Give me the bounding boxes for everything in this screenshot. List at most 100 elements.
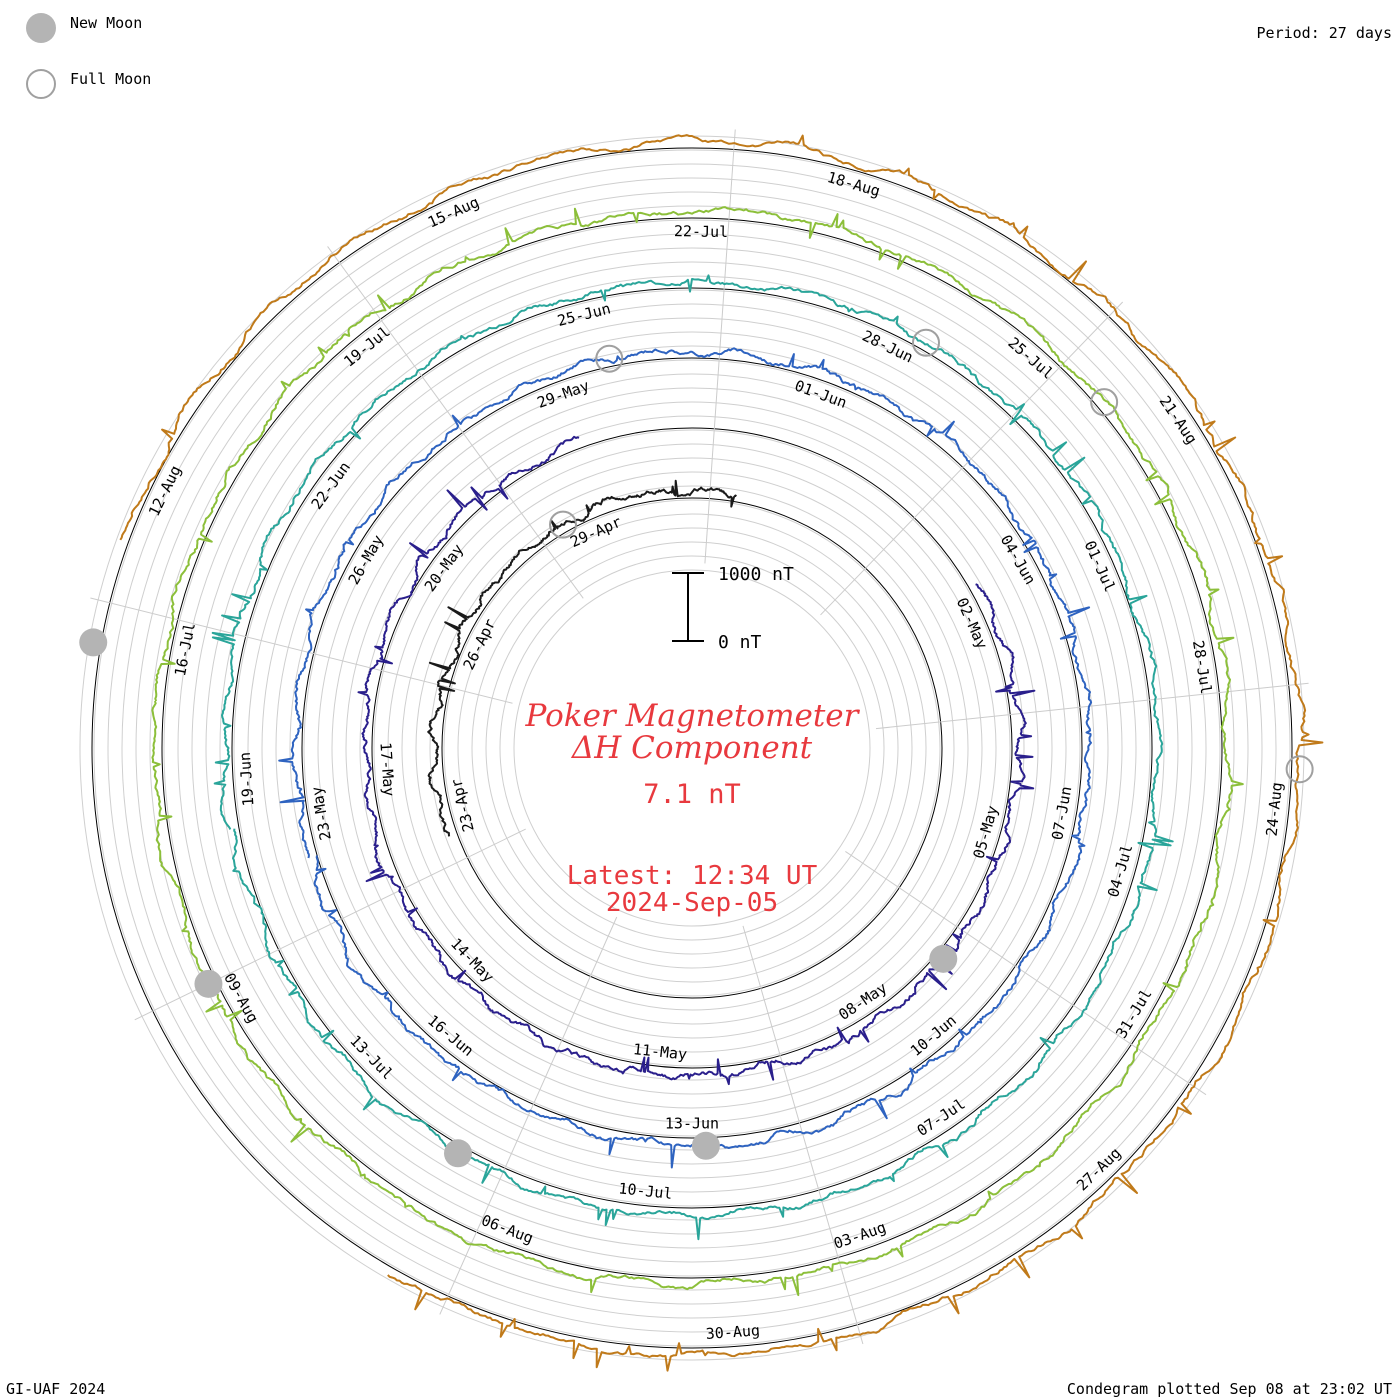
latest-time: Latest: 12:34 UT: [567, 861, 818, 891]
grid-circle: [359, 415, 1025, 1081]
grid-circle: [107, 163, 1277, 1333]
radial-spoke: [820, 301, 1124, 616]
zero-reference-circle: [231, 287, 1153, 1209]
full-moon-marker: [1090, 388, 1119, 417]
grid-circle: [135, 191, 1249, 1305]
tick-label: 28-Jul: [1189, 639, 1215, 695]
grid-circle: [499, 555, 885, 941]
trace-ring-2: [278, 347, 1093, 1169]
tick-label: 12-Aug: [145, 463, 185, 520]
full-moon-marker: [912, 328, 940, 357]
tick-label: 26-Apr: [459, 616, 499, 673]
tick-label: 31-Jul: [1112, 986, 1155, 1042]
grid-circle: [205, 261, 1179, 1235]
tick-label: 17-May: [376, 742, 398, 797]
plotted-timestamp: Condegram plotted Sep 08 at 23:02 UT: [1066, 1380, 1392, 1398]
scale-top-label: 1000 nT: [718, 564, 794, 585]
radial-spoke: [439, 916, 618, 1315]
grid-circle: [401, 457, 983, 1039]
grid-circle: [457, 513, 927, 983]
tick-label: 24-Aug: [1263, 781, 1287, 837]
moon-marker-layer: [79, 328, 1314, 1168]
legend-icons: [26, 13, 56, 99]
trace-ring-4: [151, 206, 1244, 1297]
current-value: 7.1 nT: [643, 779, 741, 810]
tick-label: 10-Jul: [618, 1179, 674, 1203]
radial-spoke: [875, 682, 1309, 730]
grid-circle: [275, 331, 1109, 1165]
trace-layer: [119, 134, 1324, 1372]
grid-circle: [149, 205, 1235, 1291]
grid-circle: [373, 429, 1011, 1067]
trace-ring-1: [357, 435, 1036, 1086]
zero-reference-circle: [371, 427, 1013, 1069]
chart-title: Poker Magnetometer: [525, 698, 861, 734]
tick-label: 02-May: [953, 595, 991, 652]
period-label: Period: 27 days: [1256, 24, 1392, 42]
tick-label: 11-May: [632, 1040, 688, 1064]
grid-circle: [261, 317, 1123, 1179]
tick-label: 22-Jul: [674, 222, 728, 241]
full-moon-marker: [549, 510, 577, 539]
radial-spoke: [134, 828, 526, 1021]
new-moon-marker: [79, 628, 108, 657]
tick-label: 03-Aug: [831, 1218, 888, 1253]
chart-subtitle: ΔH Component: [571, 730, 813, 766]
new-moon-marker: [691, 1131, 720, 1160]
scale-bar: 1000 nT 0 nT: [672, 564, 794, 653]
tick-label: 19-Jun: [236, 751, 258, 806]
new-moon-marker: [194, 969, 223, 998]
grid-circle: [233, 289, 1151, 1207]
grid-circle: [177, 233, 1207, 1263]
legend-new-moon-label: New Moon: [70, 14, 143, 32]
zero-reference-circle: [91, 147, 1293, 1349]
new-moon-marker: [929, 944, 958, 973]
radial-spoke: [845, 851, 1207, 1096]
grid-circle: [191, 247, 1193, 1249]
grid-circle: [317, 373, 1067, 1123]
grid-circle: [471, 527, 913, 969]
tick-label: 08-May: [835, 979, 890, 1024]
grid-circle: [121, 177, 1263, 1319]
grid-circle: [331, 387, 1053, 1109]
scale-bottom-label: 0 nT: [718, 632, 762, 653]
grid-circle: [163, 219, 1221, 1277]
trace-ring-3: [211, 274, 1174, 1241]
grid-circle: [485, 541, 899, 955]
full-moon-marker: [595, 344, 624, 373]
grid-circle: [443, 499, 941, 997]
tick-label: 25-Jun: [556, 299, 613, 330]
new-moon-marker: [444, 1139, 472, 1168]
credit-label: GI-UAF 2024: [6, 1380, 106, 1398]
grid-circle: [429, 485, 955, 1011]
legend-full-moon-label: Full Moon: [70, 70, 152, 88]
zero-reference-circle: [441, 497, 943, 999]
tick-label: 04-Jul: [1104, 842, 1136, 899]
grid-circle: [345, 401, 1039, 1095]
tick-label: 13-Jun: [665, 1115, 719, 1133]
grid-circle: [289, 345, 1095, 1151]
grid-circle: [303, 359, 1081, 1137]
zero-reference-circle: [161, 217, 1223, 1279]
new-moon-icon: [26, 13, 56, 43]
tick-label: 29-Apr: [567, 513, 624, 551]
tick-label: 07-Jun: [1048, 785, 1075, 841]
tick-label: 23-Apr: [447, 777, 478, 834]
zero-reference-circle: [301, 357, 1083, 1139]
tick-label: 26-May: [345, 532, 388, 588]
full-moon-marker: [1285, 755, 1314, 784]
grid-layer: [79, 135, 1305, 1361]
grid-circle: [415, 471, 969, 1025]
radial-spoke: [742, 925, 864, 1345]
radial-spoke: [704, 129, 736, 564]
radial-spoke: [90, 597, 513, 704]
grid-circle: [247, 303, 1137, 1193]
grid-circle: [219, 275, 1165, 1221]
trace-ring-5: [119, 134, 1324, 1372]
tick-label: 06-Aug: [479, 1211, 536, 1247]
tick-label: 30-Aug: [705, 1321, 760, 1343]
grid-circle: [387, 443, 997, 1053]
latest-date: 2024-Sep-05: [606, 888, 778, 918]
